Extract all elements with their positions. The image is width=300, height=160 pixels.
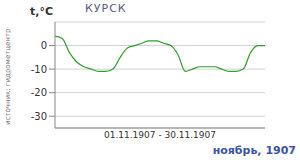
svg-text:-20: -20 bbox=[31, 87, 47, 98]
html-text:01.11.1907 - 30.11.1907: 01.11.1907 - 30.11.1907 bbox=[104, 130, 216, 140]
svg-text:0: 0 bbox=[41, 40, 47, 51]
html-text:КУРСК: КУРСК bbox=[85, 2, 127, 15]
html-text:источник: гидрометцентр: источник: гидрометцентр bbox=[4, 28, 12, 125]
svg-text:-10: -10 bbox=[31, 64, 47, 75]
html-text:ноябрь, 1907: ноябрь, 1907 bbox=[212, 144, 296, 157]
svg-text:-30: -30 bbox=[31, 111, 47, 122]
html-text:t,°C: t,°C bbox=[30, 5, 53, 18]
